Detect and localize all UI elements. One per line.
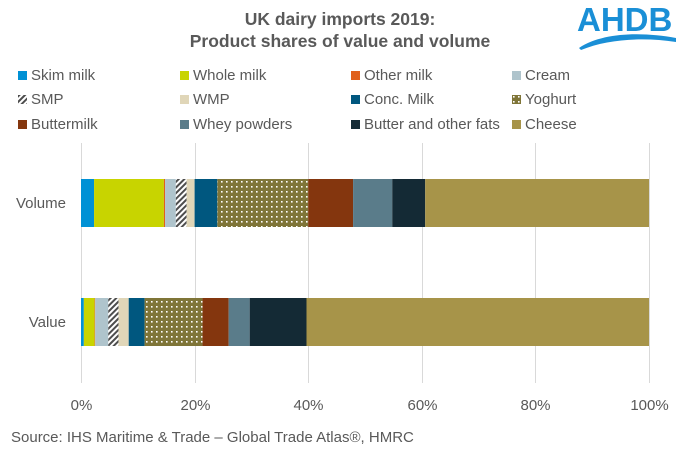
legend-swatch-cream [512, 70, 521, 80]
bar-segment-value-skim-milk [81, 298, 84, 346]
bar-segment-volume-smp [175, 179, 187, 227]
legend-label: Cheese [525, 115, 577, 133]
legend-label: Other milk [364, 66, 433, 84]
bar-segment-value-smp [108, 298, 119, 346]
category-label-volume: Volume [16, 195, 66, 212]
bar-segment-volume-yoghurt [217, 179, 309, 227]
legend-label: Butter and other fats [364, 115, 500, 133]
legend-label: Cream [525, 66, 571, 84]
category-labels: Volume Value [16, 195, 66, 331]
legend-item-yoghurt: Yoghurt [512, 89, 576, 109]
legend-label: SMP [31, 90, 64, 108]
x-tick-label: 40% [293, 397, 323, 414]
bar-segment-volume-conc-milk [194, 179, 218, 227]
legend-item-whey-powders: Whey powders [180, 114, 292, 134]
bar-segment-volume-whole-milk [94, 179, 164, 227]
bar-segment-volume-wmp [186, 179, 195, 227]
source-note: Source: IHS Maritime & Trade – Global Tr… [11, 429, 414, 446]
legend-swatch-other-milk [351, 70, 360, 80]
bar-segment-volume-skim-milk [81, 179, 95, 227]
bar-segment-value-whey-powders [228, 298, 250, 346]
legend-swatch-buttermilk [18, 119, 27, 129]
x-tick-label: 60% [407, 397, 437, 414]
x-tick-label: 0% [71, 397, 93, 414]
bars [81, 179, 649, 346]
legend-label: Conc. Milk [364, 90, 435, 108]
bar-segment-value-conc-milk [128, 298, 145, 346]
bar-segment-value-butter-and-other-fats [249, 298, 307, 346]
legend-label: Whey powders [193, 115, 293, 133]
legend-swatch-whey-powders [180, 119, 189, 129]
x-tick-label: 20% [180, 397, 210, 414]
legend-item-wmp: WMP [180, 89, 230, 109]
bar-segment-value-other-milk [94, 298, 96, 346]
ahdb-logo-text: AHDB [577, 2, 672, 38]
category-label-value: Value [29, 314, 66, 331]
bar-segment-value-whole-milk [83, 298, 95, 346]
legend-swatch-whole-milk [180, 70, 189, 80]
legend-item-butter-and-other-fats: Butter and other fats [351, 114, 500, 134]
legend-item-conc-milk: Conc. Milk [351, 89, 434, 109]
legend-swatch-butter-and-other-fats [351, 119, 360, 129]
legend-label: Skim milk [31, 66, 96, 84]
bar-segment-volume-cheese [425, 179, 649, 227]
legend-swatch-smp [18, 94, 27, 104]
legend-swatch-skim-milk [18, 70, 27, 80]
bar-segment-value-cheese [306, 298, 649, 346]
bar-segment-volume-whey-powders [353, 179, 393, 227]
x-tick-labels: 0% 20% 40% 60% 80% 100% [71, 397, 669, 414]
legend-item-buttermilk: Buttermilk [18, 114, 98, 134]
bar-segment-volume-other-milk [163, 179, 166, 227]
ahdb-logo: AHDB [577, 2, 676, 50]
legend-swatch-conc-milk [351, 94, 360, 104]
legend-item-cream: Cream [512, 65, 570, 85]
legend-swatch-yoghurt [512, 94, 521, 104]
bar-segment-value-wmp [118, 298, 129, 346]
chart-title: UK dairy imports 2019: Product shares of… [0, 8, 680, 52]
legend-swatch-cheese [512, 119, 521, 129]
x-tick-label: 80% [520, 397, 550, 414]
legend-label: Whole milk [193, 66, 267, 84]
bar-segment-value-yoghurt [144, 298, 203, 346]
chart-title-line-1: UK dairy imports 2019: [244, 9, 436, 29]
legend-item-cheese: Cheese [512, 114, 577, 134]
chart-title-line-2: Product shares of value and volume [189, 31, 491, 51]
legend-item-whole-milk: Whole milk [180, 65, 266, 85]
legend-label: Yoghurt [525, 90, 577, 108]
chart-legend: Skim milk Whole milk Other milk Cream SMP WMP… [0, 64, 680, 136]
bar-segment-volume-butter-and-other-fats [392, 179, 426, 227]
legend-label: WMP [193, 90, 230, 108]
legend-swatch-wmp [180, 94, 189, 104]
legend-item-skim-milk: Skim milk [18, 65, 95, 85]
bar-segment-volume-cream [165, 179, 176, 227]
legend-item-other-milk: Other milk [351, 65, 432, 85]
bar-segment-value-buttermilk [202, 298, 229, 346]
legend-label: Buttermilk [31, 115, 98, 133]
x-tick-label: 100% [630, 397, 668, 414]
wave-icon [579, 34, 676, 50]
bar-segment-value-cream [95, 298, 109, 346]
bar-segment-volume-buttermilk [308, 179, 354, 227]
legend-item-smp: SMP [18, 89, 64, 109]
